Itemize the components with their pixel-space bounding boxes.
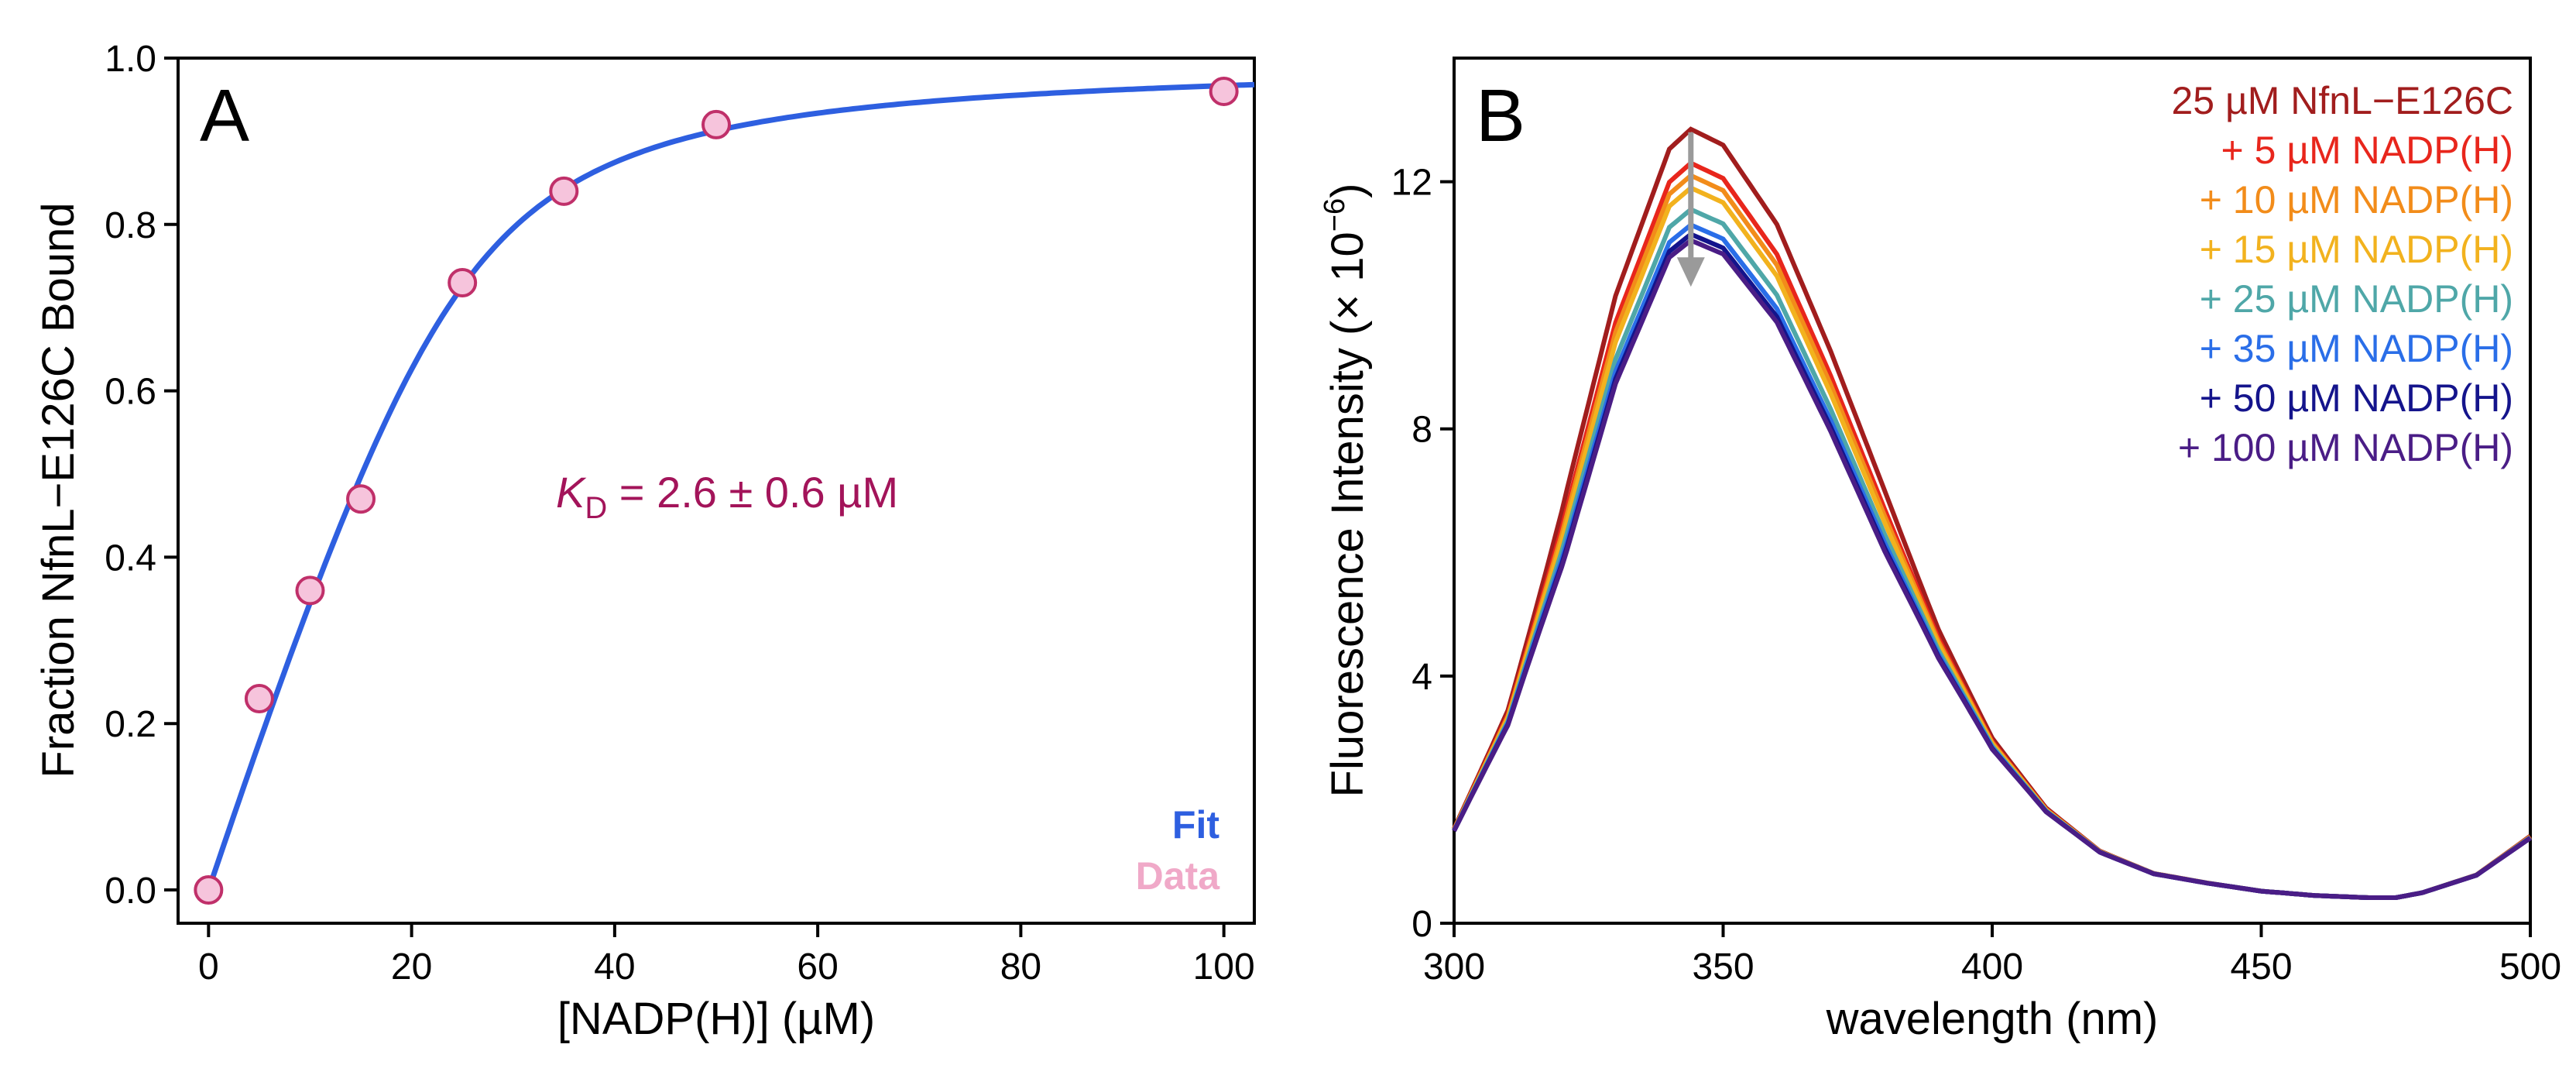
legend-entry: + 100 µM NADP(H)	[2178, 426, 2513, 469]
y-tick-label: 0.6	[105, 372, 156, 413]
panel-b-x-axis-title: wavelength (nm)	[1826, 994, 2159, 1044]
data-point	[549, 176, 579, 206]
legend-data-label: Data	[1136, 854, 1221, 898]
x-tick-label: 450	[2230, 946, 2292, 988]
y-title-exponent: −6	[1319, 198, 1351, 232]
kd-subscript: D	[585, 491, 607, 525]
data-point	[701, 109, 731, 139]
panel-b-legend: 25 µM NfnL−E126C + 5 µM NADP(H) + 10 µM NA…	[2171, 79, 2513, 469]
y-title-suffix: )	[1322, 184, 1373, 198]
legend-entry: + 25 µM NADP(H)	[2200, 277, 2513, 321]
y-title-prefix: Fluorescence Intensity (× 10	[1322, 232, 1373, 797]
x-tick-label: 20	[391, 946, 432, 988]
panel-b: 300 350 400 450 500 0 4 8 12 25 µM NfnL−E126C + …	[1319, 57, 2561, 1044]
y-tick-label: 0.4	[105, 538, 156, 579]
data-point	[448, 267, 478, 297]
panel-a-y-axis-title: Fraction NfnL−E126C Bound	[33, 202, 84, 778]
panel-a-x-axis-title: [NADP(H)] (µM)	[557, 994, 875, 1044]
data-point	[244, 684, 274, 714]
y-tick-label: 0	[1411, 904, 1432, 945]
y-tick-label: 1.0	[105, 39, 156, 80]
x-tick-label: 80	[1000, 946, 1041, 988]
y-tick-label: 12	[1391, 163, 1432, 204]
legend-entry: + 5 µM NADP(H)	[2221, 129, 2513, 172]
kd-symbol: K	[556, 468, 587, 517]
x-tick-label: 0	[198, 946, 219, 988]
y-tick-label: 4	[1411, 657, 1432, 698]
panel-b-y-axis-title: Fluorescence Intensity (× 10−6)	[1319, 184, 1373, 798]
legend-entry: 25 µM NfnL−E126C	[2171, 79, 2513, 122]
x-tick-label: 40	[594, 946, 635, 988]
arrow-head	[1676, 257, 1705, 287]
panel-a-y-ticks: 0.0 0.2 0.4 0.6 0.8 1.0	[105, 39, 178, 912]
spectrum-line	[1452, 160, 2532, 900]
panel-a-data-points	[194, 76, 1239, 905]
y-tick-label: 0.0	[105, 871, 156, 912]
kd-value: = 2.6 ± 0.6 µM	[607, 468, 898, 517]
x-tick-label: 300	[1423, 946, 1485, 988]
panel-b-x-ticks: 300 350 400 450 500	[1423, 923, 2561, 988]
data-point	[1209, 76, 1239, 106]
spectrum-line	[1452, 237, 2532, 900]
legend-entry: + 15 µM NADP(H)	[2200, 228, 2513, 271]
legend-entry: + 50 µM NADP(H)	[2200, 376, 2513, 420]
x-tick-label: 350	[1692, 946, 1754, 988]
decrease-arrow	[1676, 132, 1705, 287]
panel-a-fit-curve-group	[205, 81, 1255, 891]
y-tick-label: 8	[1411, 410, 1432, 451]
legend-entry: + 35 µM NADP(H)	[2200, 327, 2513, 370]
panel-a-x-ticks: 0 20 40 60 80 100	[198, 923, 1255, 988]
data-point	[295, 575, 325, 606]
panel-a-frame	[177, 57, 1256, 925]
panel-a: 0 20 40 60 80 100 0.0 0.2 0.4 0.6 0.8 1.0 A KD = 2…	[33, 39, 1256, 1044]
x-tick-label: 400	[1961, 946, 2023, 988]
x-tick-label: 60	[797, 946, 838, 988]
y-tick-label: 0.8	[105, 205, 156, 246]
data-point	[346, 484, 376, 514]
panel-b-y-ticks: 0 4 8 12	[1391, 163, 1454, 945]
panel-b-letter: B	[1476, 74, 1525, 157]
data-point	[194, 875, 224, 905]
legend-entry: + 10 µM NADP(H)	[2200, 178, 2513, 222]
panel-b-spectra	[1452, 126, 2532, 900]
y-tick-label: 0.2	[105, 704, 156, 745]
kd-annotation: KD = 2.6 ± 0.6 µM	[556, 468, 898, 525]
x-tick-label: 500	[2499, 946, 2561, 988]
x-tick-label: 100	[1193, 946, 1255, 988]
fit-curve	[205, 81, 1255, 891]
legend-fit-label: Fit	[1172, 803, 1219, 847]
panel-a-letter: A	[200, 74, 249, 157]
